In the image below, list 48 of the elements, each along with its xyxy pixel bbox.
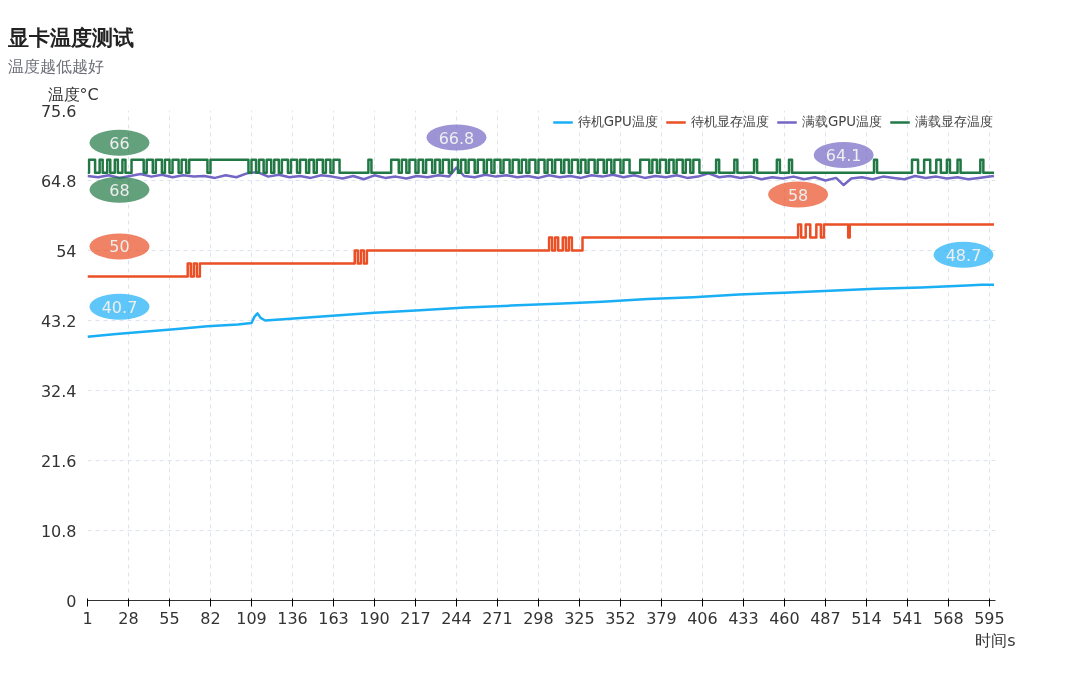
x-tick-label: 244 [441,608,472,628]
y-tick-label: 0 [66,591,77,611]
x-tick-label: 541 [892,608,923,628]
line-series [87,283,996,338]
x-tick-label: 136 [277,608,308,628]
x-tick-label: 352 [605,608,636,628]
annotation: 64.1 [825,146,862,166]
x-tick-label: 298 [523,608,554,628]
annotation: 50 [109,237,130,257]
annotation: 68 [109,180,130,200]
x-tick-label: 55 [159,608,180,628]
x-tick-label: 28 [118,608,139,628]
x-tick-label: 1 [82,608,93,628]
x-tick-label: 595 [974,608,1005,628]
annotation: 48.7 [945,245,982,265]
legend-label: 待机GPU温度 [577,113,658,131]
x-tick-label: 217 [400,608,431,628]
x-tick-label: 271 [482,608,513,628]
y-tick-label: 43.2 [40,311,77,331]
x-axis-title: 时间s [975,630,1016,650]
x-tick-label: 325 [564,608,595,628]
x-tick-label: 487 [810,608,841,628]
chart-subtitle: 温度越低越好 [7,56,104,76]
y-tick-label: 21.6 [40,451,77,471]
annotation: 40.7 [101,297,138,317]
y-tick-label: 32.4 [40,381,77,401]
y-tick-label: 10.8 [40,521,77,541]
annotation: 66.8 [438,128,475,148]
y-tick-label: 64.8 [40,171,77,191]
y-axis-title: 温度°C [47,84,99,104]
x-tick-label: 514 [851,608,882,628]
x-tick-label: 406 [687,608,718,628]
legend-label: 满载显存温度 [915,113,993,131]
x-tick-label: 568 [933,608,964,628]
x-tick-label: 163 [318,608,349,628]
legend-label: 满载GPU温度 [801,113,882,131]
x-tick-label: 433 [728,608,759,628]
x-tick-label: 460 [769,608,800,628]
y-tick-label: 75.6 [40,101,77,121]
x-tick-label: 379 [646,608,677,628]
x-tick-label: 190 [359,608,390,628]
annotation: 58 [787,185,809,205]
x-tick-label: 82 [200,608,221,628]
x-tick-label: 109 [236,608,267,628]
legend-label: 待机显存温度 [690,113,769,131]
y-tick-label: 54 [56,241,77,261]
annotation: 66 [109,133,130,153]
chart-title: 显卡温度测试 [6,24,134,50]
